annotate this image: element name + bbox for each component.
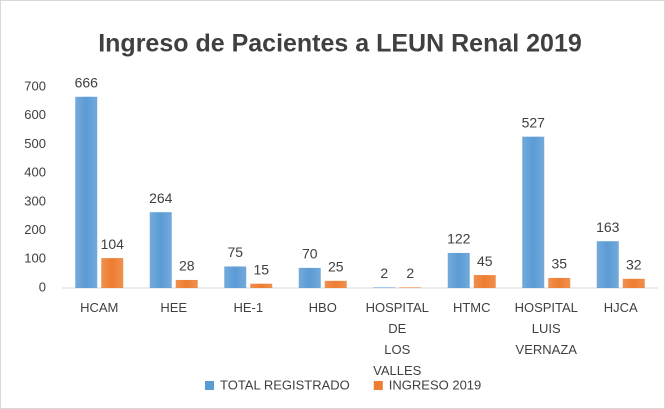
data-label: 104 (101, 236, 125, 252)
x-tick-label: HE-1 (233, 300, 263, 315)
data-label: 70 (302, 246, 318, 262)
data-label: 75 (227, 244, 243, 260)
data-label: 122 (447, 231, 471, 247)
bar (101, 258, 124, 288)
y-tick-label: 100 (24, 251, 46, 266)
bar (447, 252, 470, 288)
bar (75, 96, 98, 289)
bar (399, 287, 422, 288)
data-label: 2 (380, 265, 388, 281)
y-tick-label: 500 (24, 136, 46, 151)
y-tick-label: 700 (24, 78, 46, 93)
y-tick-label: 0 (39, 279, 46, 294)
bar (224, 266, 247, 288)
x-tick-label: HEE (160, 300, 187, 315)
y-tick-label: 200 (24, 222, 46, 237)
legend-swatch (373, 381, 383, 390)
data-label: 25 (328, 259, 344, 275)
x-tick-label: HOSPITAL LUIS VERNAZA (515, 300, 578, 357)
data-label: 666 (75, 74, 99, 90)
legend-label: TOTAL REGISTRADO (220, 377, 350, 392)
data-label: 35 (551, 256, 567, 272)
chart-title: Ingreso de Pacientes a LEUN Renal 2019 (98, 30, 582, 58)
data-label: 45 (477, 253, 493, 269)
bar (596, 241, 619, 288)
bar (324, 280, 347, 288)
data-label: 28 (179, 258, 195, 274)
data-label: 2 (406, 265, 414, 281)
data-label: 527 (522, 114, 546, 130)
bar (522, 136, 545, 288)
x-tick-label: HCAM (80, 300, 118, 315)
x-tick-label: HOSPITAL DE LOS VALLES (366, 300, 429, 378)
bar (373, 287, 396, 288)
bar (298, 267, 321, 288)
x-tick-label: HBO (309, 300, 337, 315)
bar (175, 279, 198, 288)
data-label: 15 (253, 261, 269, 277)
data-label: 264 (149, 190, 173, 206)
y-tick-label: 600 (24, 107, 46, 122)
bar (149, 212, 172, 288)
bar (548, 277, 571, 288)
data-label: 32 (626, 257, 642, 273)
bar (473, 275, 496, 288)
y-tick-label: 400 (24, 165, 46, 180)
x-tick-label: HTMC (453, 300, 491, 315)
legend-label: INGRESO 2019 (389, 377, 482, 392)
data-label: 163 (596, 219, 620, 235)
y-tick-label: 300 (24, 193, 46, 208)
x-tick-label: HJCA (604, 300, 638, 315)
legend-swatch (205, 381, 214, 390)
bar (622, 278, 645, 288)
bar (250, 283, 273, 288)
